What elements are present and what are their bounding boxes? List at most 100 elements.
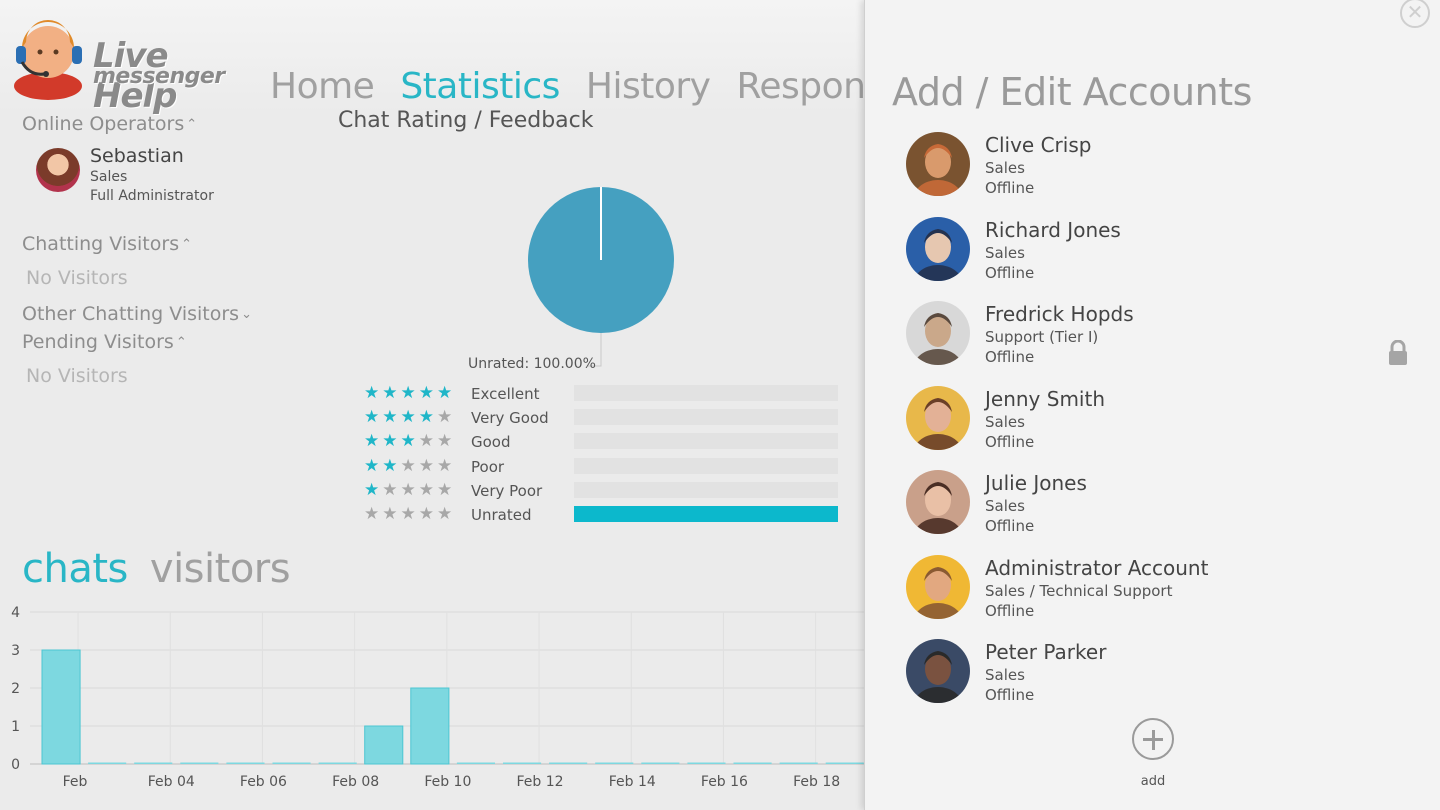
rating-row: ★★★★★ Good [364,430,844,454]
account-avatar [906,554,970,619]
logo-title: Live Help [93,36,178,116]
x-tick-label: Feb 06 [240,774,287,790]
star-icon: ★ [437,431,456,452]
rating-bar [574,433,838,450]
chatting-visitors-empty: No Visitors [26,267,128,289]
chart-bar[interactable] [272,762,311,765]
star-icon: ★ [400,455,419,476]
rating-bar [574,505,838,522]
star-icon: ★ [437,503,456,524]
app-logo: Live Help messenger [8,10,258,116]
operator-avatar [36,148,80,192]
account-item[interactable]: Julie Jones Sales Offline [906,470,1386,555]
chart-bar[interactable] [134,762,173,765]
account-name: Jenny Smith [985,386,1105,411]
account-avatar [906,385,970,450]
chart-bar[interactable] [733,762,772,765]
tab-chats[interactable]: chats [22,546,128,592]
chart-bar[interactable] [318,762,357,765]
x-tick-label: Feb [63,774,88,790]
chart-bar[interactable] [410,687,450,765]
rating-stars: ★★★★★ [364,430,455,452]
account-item[interactable]: Administrator Account Sales / Technical S… [906,554,1386,640]
account-item[interactable]: Richard Jones Sales Offline [906,216,1386,302]
nav-statistics[interactable]: Statistics [400,66,560,107]
account-item[interactable]: Fredrick Hopds Support (Tier I) Offline [906,301,1386,386]
account-avatar [906,470,970,534]
star-icon: ★ [364,503,383,524]
chart-bar[interactable] [641,762,680,765]
chart-bar[interactable] [687,762,726,765]
operator-department: Sales [90,169,128,185]
nav-responses[interactable]: Respons [736,66,864,107]
account-name: Peter Parker [985,640,1107,664]
nav-home[interactable]: Home [270,66,375,107]
operator-role: Full Administrator [90,188,214,204]
account-status: Offline [985,263,1035,282]
star-icon: ★ [400,407,419,428]
account-status: Offline [985,686,1035,704]
star-icon: ★ [418,407,437,428]
lock-icon[interactable] [1387,340,1409,366]
chart-bar[interactable] [456,762,495,765]
chart-bar[interactable] [595,762,634,765]
chatting-visitors-header[interactable]: Chatting Visitors ⌃ [22,230,262,258]
rating-bar-fill [574,505,838,522]
close-icon[interactable]: ✕ [1400,0,1430,28]
account-avatar [906,216,970,281]
rating-stars: ★★★★★ [364,479,455,501]
y-tick-label: 2 [11,681,20,697]
star-icon: ★ [437,479,456,500]
chart-bar[interactable] [503,762,542,765]
account-department: Support (Tier I) [985,328,1099,346]
chart-bar[interactable] [88,762,127,765]
pending-visitors-header[interactable]: Pending Visitors ⌃ [22,328,262,356]
chart-bar[interactable] [180,762,219,765]
panel-title: Add / Edit Accounts [892,70,1252,114]
account-item[interactable]: Jenny Smith Sales Offline [906,385,1386,471]
star-icon: ★ [418,383,437,403]
star-icon: ★ [382,503,401,524]
chevron-up-icon: ⌃ [186,117,198,132]
star-icon: ★ [418,455,437,476]
account-department: Sales [985,412,1025,431]
chevron-up-icon: ⌃ [175,335,187,350]
star-icon: ★ [418,431,437,452]
account-name: Julie Jones [985,471,1087,495]
other-chatting-visitors-header[interactable]: Other Chatting Visitors ⌄ [22,300,262,328]
add-account-label: add [1140,774,1166,789]
stats-tabs: chats visitors [22,546,312,592]
star-icon: ★ [364,431,383,452]
star-icon: ★ [382,431,401,452]
star-icon: ★ [364,479,383,500]
account-status: Offline [985,601,1035,620]
rating-stars: ★★★★★ [364,455,455,477]
sidebar: Online Operators ⌃ Sebastian Sales Full A… [22,110,262,398]
star-icon: ★ [400,431,419,452]
chart-bar[interactable] [364,725,404,765]
account-item[interactable]: Clive Crisp Sales Offline [906,132,1386,217]
rating-label: Unrated [471,505,532,524]
chart-bar[interactable] [549,762,588,765]
star-icon: ★ [382,383,401,403]
chart-bar[interactable] [226,762,265,765]
x-tick-label: Feb 04 [148,774,195,790]
chevron-down-icon: ⌄ [241,307,252,322]
rating-row: ★★★★★ Poor [364,455,844,479]
operator-item[interactable]: Sebastian Sales Full Administrator [22,144,262,230]
nav-history[interactable]: History [585,66,711,107]
tab-visitors[interactable]: visitors [149,546,291,592]
account-item[interactable]: Peter Parker Sales Offline [906,639,1386,724]
chart-bar[interactable] [779,762,818,765]
chart-bar[interactable] [41,649,81,765]
x-tick-label: Feb 12 [517,774,564,790]
add-account-button[interactable] [1132,718,1174,760]
rating-pie-chart [528,187,674,367]
y-tick-label: 3 [11,643,20,659]
online-operators-header[interactable]: Online Operators ⌃ [22,110,262,138]
account-department: Sales [985,497,1025,515]
chart-bar[interactable] [825,762,864,765]
pie-label: Unrated: 100.00% [468,356,596,372]
star-icon: ★ [400,479,419,500]
main-area: Live Help messenger Home Statistics Histor… [0,0,864,810]
